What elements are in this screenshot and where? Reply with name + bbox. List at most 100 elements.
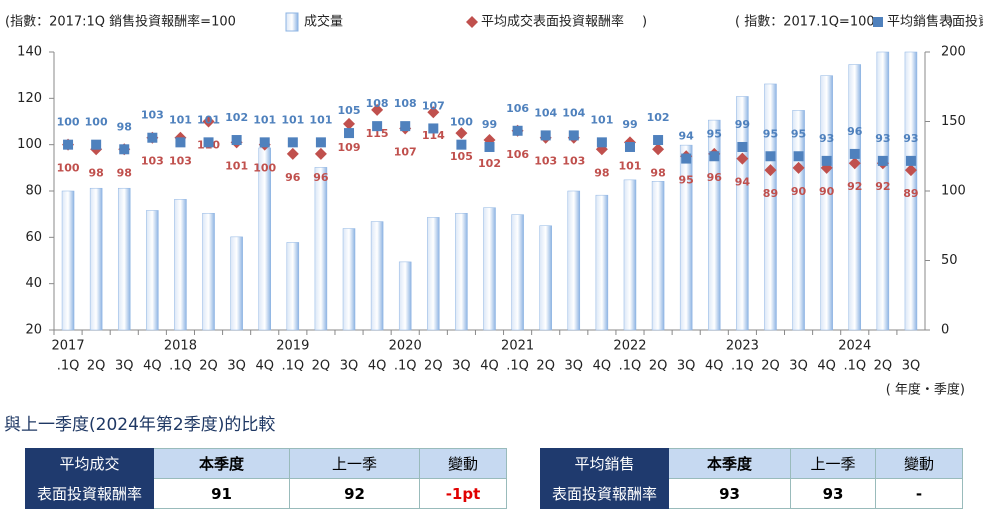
bar bbox=[764, 83, 777, 331]
data-label: 95 bbox=[679, 173, 694, 186]
data-label: 90 bbox=[791, 185, 807, 198]
marker bbox=[681, 153, 692, 164]
year-label: 2021 bbox=[501, 339, 534, 354]
x-tick-label: 3Q bbox=[789, 359, 808, 374]
marker bbox=[764, 164, 777, 177]
data-label: 98 bbox=[117, 120, 132, 133]
data-label: 99 bbox=[735, 118, 750, 131]
data-label: 115 bbox=[366, 127, 389, 140]
x-tick-label: 2Q bbox=[649, 359, 668, 374]
data-label: 102 bbox=[478, 157, 501, 170]
x-tick-label: .1Q bbox=[282, 359, 305, 374]
data-label: 93 bbox=[875, 132, 890, 145]
marker bbox=[231, 135, 242, 146]
data-label: 93 bbox=[903, 132, 918, 145]
data-label: 105 bbox=[338, 104, 361, 117]
x-axis-label: ( 年度・季度) bbox=[886, 382, 965, 398]
cell: 92 bbox=[289, 478, 420, 509]
data-label: 105 bbox=[450, 150, 473, 163]
data-label: 98 bbox=[117, 166, 132, 179]
data-label: 94 bbox=[735, 176, 751, 189]
bar bbox=[202, 212, 215, 331]
y2-tick-label: 50 bbox=[941, 253, 958, 268]
marker bbox=[456, 139, 467, 150]
marker bbox=[400, 121, 411, 132]
bar bbox=[904, 51, 918, 331]
year-label: 2018 bbox=[164, 339, 197, 354]
header: 本季度 bbox=[153, 448, 290, 479]
marker bbox=[904, 164, 917, 177]
x-tick-label: 4Q bbox=[817, 359, 836, 374]
x-tick-label: 2Q bbox=[199, 359, 218, 374]
marker bbox=[849, 148, 860, 159]
index-note: (指數：2017:1Q 銷售投資報酬率=100 bbox=[5, 14, 236, 30]
data-label: 94 bbox=[679, 130, 695, 143]
data-label: 96 bbox=[285, 171, 301, 184]
marker bbox=[147, 132, 158, 143]
data-label: 101 bbox=[590, 113, 613, 126]
cell: 91 bbox=[153, 478, 290, 509]
row-label: 平均銷售 bbox=[540, 448, 669, 479]
header: 上一季 bbox=[289, 448, 420, 479]
bar bbox=[567, 190, 581, 331]
header: 上一季 bbox=[790, 448, 876, 479]
header: 變動 bbox=[875, 448, 963, 479]
marker bbox=[63, 139, 74, 150]
x-tick-label: .1Q bbox=[619, 359, 642, 374]
marker bbox=[427, 106, 440, 119]
cell: 93 bbox=[668, 478, 791, 509]
row-label: 平均成交 bbox=[25, 448, 154, 479]
marker bbox=[314, 147, 327, 160]
comparison-title: 與上一季度(2024年第2季度)的比較 bbox=[4, 415, 276, 435]
x-tick-label: .1Q bbox=[731, 359, 754, 374]
marker bbox=[792, 161, 805, 174]
data-label: 103 bbox=[534, 155, 557, 168]
year-label: 2024 bbox=[838, 339, 871, 354]
x-tick-label: 3Q bbox=[115, 359, 134, 374]
year-label: 2019 bbox=[276, 339, 309, 354]
row-label: 表面投資報酬率 bbox=[540, 478, 669, 509]
bar bbox=[792, 110, 805, 331]
chart: (指數：2017:1Q 銷售投資報酬率=100 ) ( 指數：2017.1Q=1… bbox=[5, 12, 983, 398]
bar bbox=[595, 194, 609, 331]
bar bbox=[708, 119, 721, 331]
y2-tick-label: 0 bbox=[941, 323, 949, 338]
bar bbox=[483, 207, 496, 331]
data-label: 101 bbox=[618, 159, 641, 172]
year-label: 2020 bbox=[389, 339, 422, 354]
bar bbox=[848, 64, 862, 331]
y2-tick-label: 200 bbox=[941, 45, 966, 60]
y-tick-label: 80 bbox=[25, 184, 42, 199]
data-label: 96 bbox=[707, 171, 723, 184]
marker bbox=[259, 137, 270, 148]
y-tick-label: 100 bbox=[17, 137, 42, 152]
row-label: 表面投資報酬率 bbox=[25, 478, 154, 509]
data-label: 103 bbox=[169, 155, 192, 168]
bar bbox=[314, 167, 328, 331]
bar bbox=[539, 225, 552, 331]
x-tick-label: 2Q bbox=[424, 359, 443, 374]
data-label: 101 bbox=[281, 113, 304, 126]
bar bbox=[258, 147, 271, 331]
data-label: 95 bbox=[707, 127, 722, 140]
legend-label: 成交量 bbox=[304, 14, 343, 30]
x-tick-label: .1Q bbox=[57, 359, 80, 374]
data-label: 100 bbox=[450, 116, 473, 129]
x-tick-label: 4Q bbox=[368, 359, 387, 374]
data-label: 98 bbox=[650, 166, 665, 179]
data-label: 103 bbox=[562, 155, 585, 168]
year-label: 2022 bbox=[613, 339, 646, 354]
bar bbox=[623, 179, 637, 331]
y2-tick-label: 100 bbox=[941, 184, 966, 199]
data-label: 89 bbox=[903, 187, 918, 200]
x-tick-label: 3Q bbox=[565, 359, 584, 374]
data-label: 100 bbox=[253, 162, 276, 175]
bar bbox=[342, 228, 356, 331]
bar bbox=[146, 210, 159, 331]
data-label: 99 bbox=[622, 118, 637, 131]
bar bbox=[174, 199, 187, 331]
marker bbox=[821, 155, 832, 166]
y-tick-label: 20 bbox=[25, 323, 42, 338]
x-tick-label: 4Q bbox=[705, 359, 724, 374]
x-tick-label: 4Q bbox=[143, 359, 162, 374]
